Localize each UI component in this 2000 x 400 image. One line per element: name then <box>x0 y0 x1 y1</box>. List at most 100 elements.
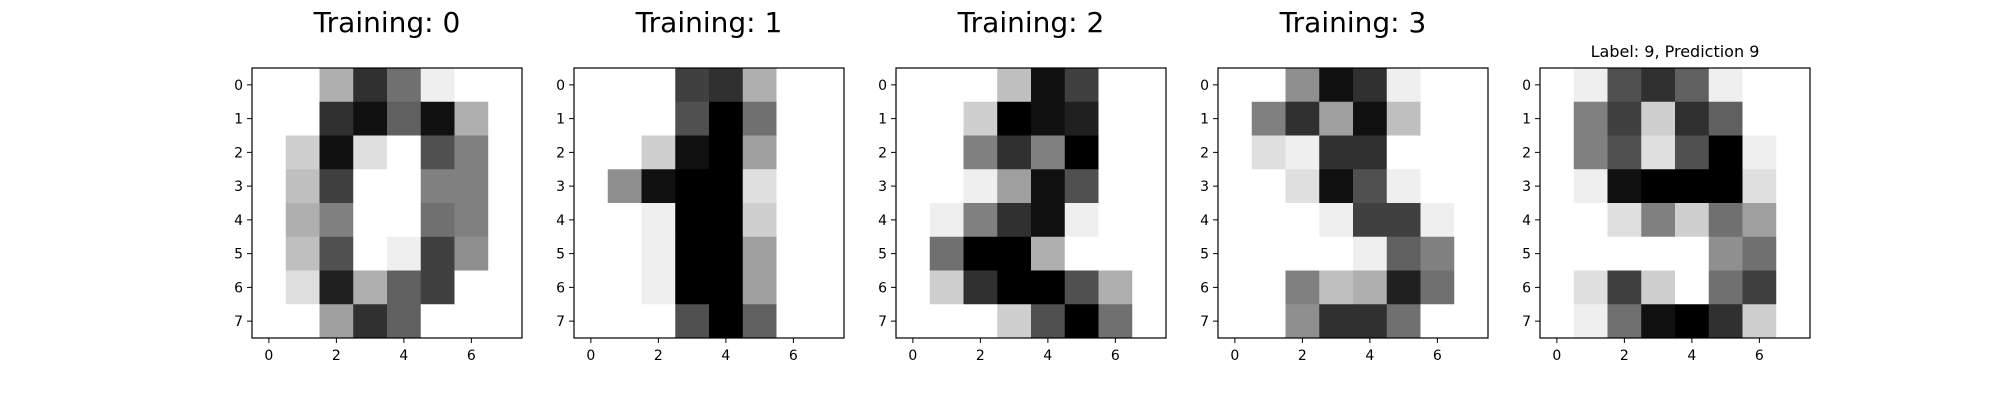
y-tick-label: 0 <box>1200 78 1209 94</box>
image-pixel <box>387 236 422 271</box>
image-pixel <box>963 203 998 238</box>
image-pixel <box>252 135 287 170</box>
image-pixel <box>1386 203 1421 238</box>
image-pixel <box>709 236 744 271</box>
digit-panel-1: Training: 1 0 2 4 6 0 1 2 3 4 5 6 7 <box>556 6 845 364</box>
image-pixel <box>488 236 523 271</box>
image-pixel <box>454 169 489 204</box>
y-tick-label: 3 <box>1522 179 1531 195</box>
y-tick-label: 5 <box>878 247 887 263</box>
image-pixel <box>1540 169 1575 204</box>
image-pixel <box>1675 236 1710 271</box>
image-pixel <box>776 169 811 204</box>
image-pixel <box>1420 270 1455 305</box>
image-pixel <box>353 304 388 339</box>
image-pixel <box>1132 68 1167 103</box>
image-pixel <box>709 270 744 305</box>
image-pixel <box>1776 236 1811 271</box>
x-tick-label: 2 <box>1298 348 1307 364</box>
y-tick-label: 0 <box>234 78 243 94</box>
image-pixel <box>1218 236 1253 271</box>
image-pixel <box>1132 270 1167 305</box>
x-tick-label: 0 <box>586 348 595 364</box>
image-pixel <box>1708 169 1743 204</box>
image-pixel <box>1675 135 1710 170</box>
image-pixel <box>1132 203 1167 238</box>
image-pixel <box>1573 270 1608 305</box>
image-pixel <box>1353 169 1388 204</box>
image-pixel <box>488 270 523 305</box>
image-pixel <box>607 203 642 238</box>
image-pixel <box>607 270 642 305</box>
image-pixel <box>574 169 609 204</box>
image-pixel <box>641 236 676 271</box>
panel-title: Training: 0 <box>313 6 461 39</box>
image-pixel <box>1573 101 1608 136</box>
x-tick-label: 4 <box>1043 348 1052 364</box>
image-pixel <box>1675 101 1710 136</box>
image-pixel <box>641 304 676 339</box>
y-tick-label: 4 <box>878 213 887 229</box>
image-pixel <box>1031 203 1066 238</box>
y-tick-label: 2 <box>1200 145 1209 161</box>
image-pixel <box>1031 304 1066 339</box>
image-pixel <box>1386 101 1421 136</box>
image-pixel <box>997 304 1032 339</box>
image-pixel <box>1098 169 1133 204</box>
image-pixel <box>1776 101 1811 136</box>
image-pixel <box>1420 68 1455 103</box>
image-pixel <box>387 270 422 305</box>
image-pixel <box>709 169 744 204</box>
image-pixel <box>1031 236 1066 271</box>
image-pixel <box>929 135 964 170</box>
image-pixel <box>1098 304 1133 339</box>
image-pixel <box>1319 203 1354 238</box>
image-pixel <box>776 135 811 170</box>
image-pixel <box>1454 101 1489 136</box>
y-tick-label: 2 <box>234 145 243 161</box>
image-pixel <box>1251 270 1286 305</box>
image-pixel <box>1607 203 1642 238</box>
image-pixel <box>742 203 777 238</box>
image-pixel <box>1742 304 1777 339</box>
image-pixel <box>1251 169 1286 204</box>
image-pixel <box>1353 101 1388 136</box>
image-pixel <box>810 68 845 103</box>
y-tick-label: 2 <box>1522 145 1531 161</box>
image-pixel <box>574 203 609 238</box>
image-pixel <box>1285 101 1320 136</box>
image-pixel <box>1742 270 1777 305</box>
image-pixel <box>285 68 320 103</box>
image-pixel <box>1064 101 1099 136</box>
image-pixel <box>997 169 1032 204</box>
x-tick-label: 0 <box>264 348 273 364</box>
image-pixel <box>1742 135 1777 170</box>
image-pixel <box>1319 304 1354 339</box>
image-pixel <box>929 236 964 271</box>
image-pixel <box>1573 68 1608 103</box>
image-pixel <box>1064 236 1099 271</box>
image-pixel <box>1386 135 1421 170</box>
image-pixel <box>1742 101 1777 136</box>
image-pixel <box>1031 101 1066 136</box>
y-tick-label: 6 <box>556 280 565 296</box>
image-pixel <box>1098 236 1133 271</box>
image-pixel <box>1098 135 1133 170</box>
image-pixel <box>607 68 642 103</box>
image-pixel <box>1319 101 1354 136</box>
image-pixel <box>1353 135 1388 170</box>
x-tick-label: 2 <box>1620 348 1629 364</box>
image-pixel <box>997 68 1032 103</box>
image-pixel <box>810 203 845 238</box>
y-tick-label: 6 <box>1522 280 1531 296</box>
image-pixel <box>1251 68 1286 103</box>
image-pixel <box>963 169 998 204</box>
y-tick-label: 4 <box>1200 213 1209 229</box>
image-pixel <box>776 236 811 271</box>
image-pixel <box>252 236 287 271</box>
y-tick-label: 1 <box>1522 112 1531 128</box>
image-pixel <box>353 203 388 238</box>
image-pixel <box>574 304 609 339</box>
image-pixel <box>810 169 845 204</box>
image-pixel <box>1573 203 1608 238</box>
